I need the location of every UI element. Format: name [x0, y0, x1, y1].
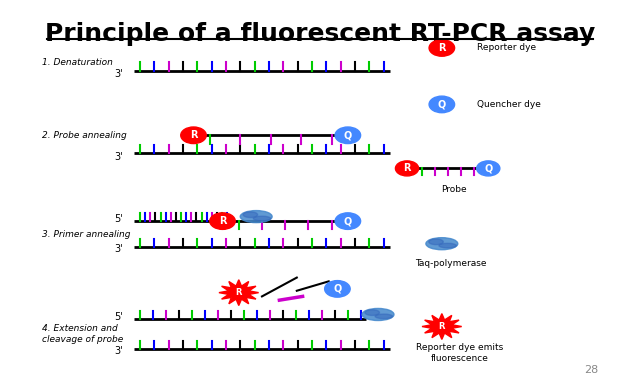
Text: 4. Extension and
cleavage of probe: 4. Extension and cleavage of probe [42, 324, 123, 344]
Ellipse shape [477, 161, 500, 176]
Text: 5': 5' [114, 214, 123, 224]
Ellipse shape [210, 213, 236, 230]
Ellipse shape [240, 210, 272, 223]
Text: Q: Q [333, 284, 342, 294]
Ellipse shape [375, 314, 392, 319]
Ellipse shape [335, 213, 360, 230]
Text: Reporter dye: Reporter dye [477, 44, 536, 52]
Text: R: R [236, 288, 242, 297]
Text: Q: Q [484, 163, 492, 173]
Text: 1. Denaturation: 1. Denaturation [42, 58, 113, 67]
Ellipse shape [253, 216, 271, 221]
Text: 3. Primer annealing: 3. Primer annealing [42, 230, 130, 239]
Polygon shape [219, 280, 259, 306]
Ellipse shape [324, 281, 350, 297]
Text: Q: Q [344, 130, 352, 140]
Ellipse shape [365, 310, 380, 316]
Text: 5': 5' [114, 312, 123, 322]
Text: 2. Probe annealing: 2. Probe annealing [42, 131, 126, 140]
Text: R: R [403, 163, 411, 173]
Text: Quencher dye: Quencher dye [477, 100, 541, 109]
Text: R: R [190, 130, 197, 140]
Text: Principle of a fluorescent RT-PCR assay: Principle of a fluorescent RT-PCR assay [45, 22, 595, 45]
Ellipse shape [426, 238, 458, 250]
Text: 3': 3' [114, 152, 123, 162]
Ellipse shape [335, 127, 360, 144]
Text: Q: Q [438, 99, 446, 109]
Text: R: R [438, 43, 445, 53]
Text: R: R [219, 216, 227, 226]
Ellipse shape [180, 127, 206, 144]
Ellipse shape [429, 40, 454, 56]
Ellipse shape [396, 161, 419, 176]
Polygon shape [422, 314, 461, 339]
Text: Q: Q [344, 216, 352, 226]
Ellipse shape [429, 96, 454, 113]
Ellipse shape [439, 243, 456, 248]
Text: 3': 3' [114, 244, 123, 254]
Text: R: R [438, 322, 445, 331]
Text: Taq-polymerase: Taq-polymerase [415, 259, 486, 268]
Text: Reporter dye emits
fluorescence: Reporter dye emits fluorescence [415, 343, 503, 363]
Text: 3': 3' [114, 346, 123, 356]
Text: Probe: Probe [440, 185, 467, 194]
Ellipse shape [243, 212, 258, 217]
Text: 28: 28 [584, 366, 598, 376]
Ellipse shape [429, 239, 444, 244]
Ellipse shape [362, 308, 394, 320]
Text: 3': 3' [114, 69, 123, 79]
